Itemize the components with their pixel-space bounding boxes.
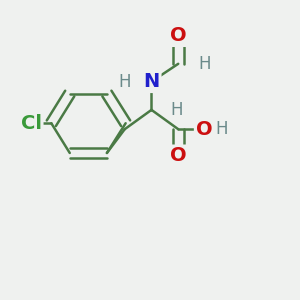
- Text: H: H: [199, 55, 211, 73]
- Text: O: O: [170, 26, 187, 45]
- Text: O: O: [196, 120, 212, 139]
- Text: H: H: [215, 120, 228, 138]
- Text: H: H: [170, 101, 183, 119]
- Text: N: N: [143, 72, 160, 91]
- Text: H: H: [118, 73, 131, 91]
- Text: O: O: [170, 146, 187, 165]
- Text: Cl: Cl: [21, 114, 42, 133]
